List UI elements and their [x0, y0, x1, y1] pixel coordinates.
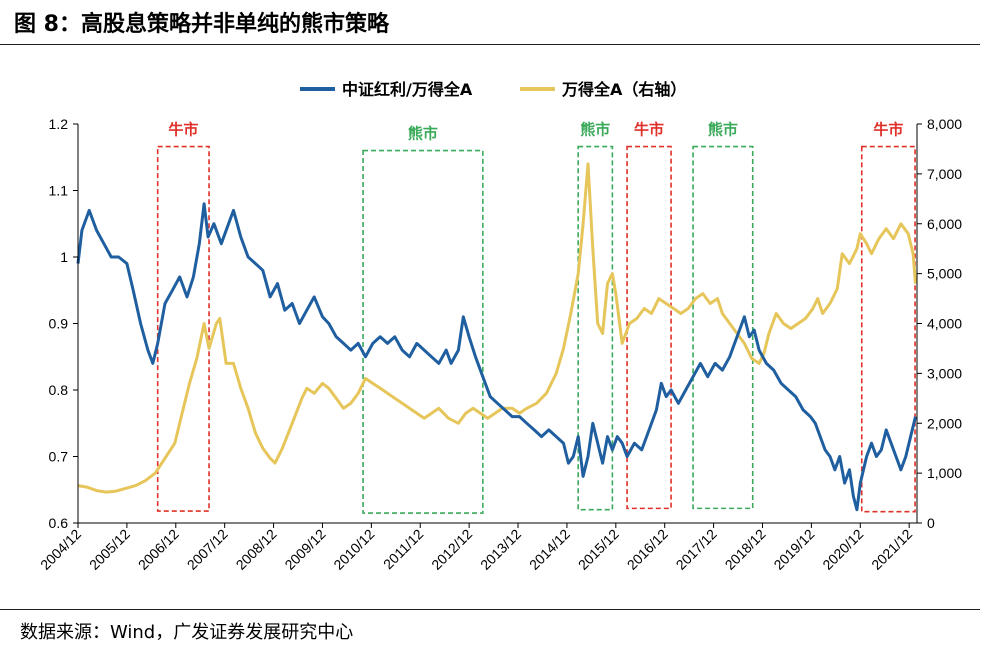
source-rule	[0, 609, 980, 610]
series-line-ratio	[76, 202, 917, 512]
x-tick-label: 2018/12	[722, 526, 769, 573]
figure-title: 图 8：高股息策略并非单纯的熊市策略	[14, 12, 389, 37]
right-tick-label: 1,000	[927, 465, 962, 481]
left-tick-label: 1	[60, 249, 68, 265]
left-tick-label: 0.6	[49, 515, 69, 531]
right-tick-label: 0	[927, 515, 935, 531]
regime-box	[692, 145, 754, 510]
series-line-index	[77, 162, 917, 494]
right-tick-label: 8,000	[927, 116, 962, 132]
x-tick-label: 2005/12	[86, 526, 133, 573]
regime-label: 牛市	[634, 121, 664, 139]
right-tick-label: 4,000	[927, 316, 962, 332]
left-tick-label: 1.1	[49, 183, 69, 199]
regime-box	[577, 145, 614, 511]
legend-label-index: 万得全A（右轴）	[561, 80, 686, 99]
right-tick-label: 5,000	[927, 266, 962, 282]
x-tick-label: 2012/12	[428, 526, 475, 573]
regime-label: 牛市	[168, 121, 198, 139]
regime-box	[362, 149, 484, 514]
left-tick-label: 1.2	[49, 116, 69, 132]
line-chart: 牛市 熊市 熊市 牛市 熊市 牛市 0.6 0.7 0.8 0.9 1 1.1 1.2 0 1,000 2,…	[37, 80, 962, 573]
x-tick-label: 2007/12	[184, 526, 231, 573]
x-tick-label: 2013/12	[477, 526, 524, 573]
regime-label: 熊市	[408, 125, 438, 143]
regime-label: 熊市	[580, 121, 610, 139]
x-tick-label: 2019/12	[770, 526, 817, 573]
x-tick-label: 2010/12	[330, 526, 377, 573]
regime-label: 牛市	[873, 121, 903, 139]
right-tick-label: 3,000	[927, 365, 962, 381]
regime-box	[156, 145, 210, 512]
left-tick-label: 0.9	[49, 316, 69, 332]
x-tick-label: 2006/12	[135, 526, 182, 573]
axes: 0.6 0.7 0.8 0.9 1 1.1 1.2 0 1,000 2,000 3,000 4,000…	[37, 116, 962, 573]
regime-box	[860, 145, 916, 513]
x-tick-label: 2021/12	[868, 526, 915, 573]
x-tick-label: 2014/12	[526, 526, 573, 573]
regime-label: 熊市	[708, 121, 738, 139]
x-tick-label: 2015/12	[575, 526, 622, 573]
right-tick-label: 7,000	[927, 166, 962, 182]
regime-box	[626, 145, 672, 510]
x-tick-label: 2008/12	[233, 526, 280, 573]
x-tick-label: 2009/12	[281, 526, 328, 573]
right-tick-label: 6,000	[927, 216, 962, 232]
series-lines	[76, 162, 917, 512]
right-tick-label: 2,000	[927, 415, 962, 431]
left-tick-label: 0.8	[49, 382, 69, 398]
x-tick-label: 2011/12	[380, 526, 427, 573]
x-tick-label: 2016/12	[624, 526, 671, 573]
x-tick-label: 2004/12	[37, 526, 84, 573]
legend-label-ratio: 中证红利/万得全A	[342, 80, 473, 99]
x-tick-label: 2020/12	[819, 526, 866, 573]
left-tick-label: 0.7	[49, 449, 69, 465]
x-tick-label: 2017/12	[673, 526, 720, 573]
title-rule	[0, 44, 980, 45]
legend: 中证红利/万得全A 万得全A（右轴）	[300, 80, 686, 99]
source-note: 数据来源：Wind，广发证券发展研究中心	[20, 622, 354, 643]
regime-boxes: 牛市 熊市 熊市 牛市 熊市 牛市	[156, 121, 916, 514]
